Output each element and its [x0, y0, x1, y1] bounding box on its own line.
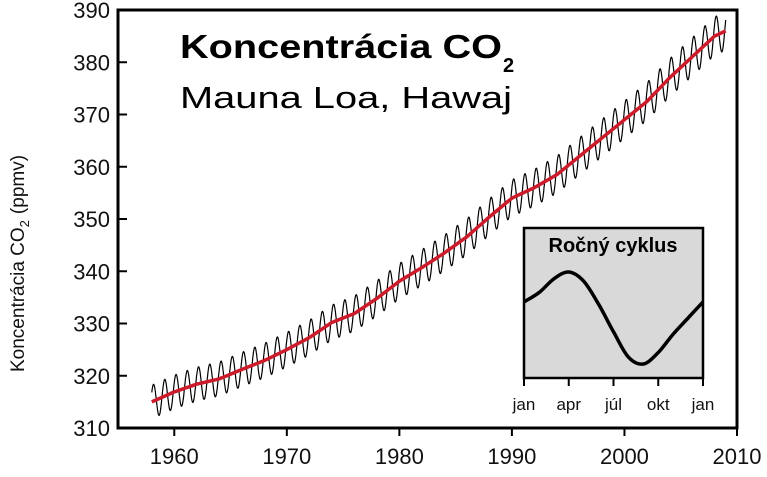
x-tick-label: 2010	[713, 444, 762, 469]
y-axis-label-subscript: 2	[17, 220, 32, 227]
inset-series-line	[523, 270, 705, 366]
y-tick-label: 330	[73, 312, 110, 337]
x-tick-label: 2000	[600, 444, 649, 469]
y-tick-label: 390	[73, 0, 110, 23]
y-tick-label: 310	[73, 416, 110, 441]
inset-title: Ročný cyklus	[549, 235, 678, 257]
series-monthly-line	[151, 15, 727, 417]
y-tick-label: 340	[73, 259, 110, 284]
y-tick-label: 350	[73, 207, 110, 232]
chart-subtitle: Mauna Loa, Hawaj	[180, 80, 512, 115]
y-tick-label: 320	[73, 364, 110, 389]
y-tick-label: 360	[73, 155, 110, 180]
x-tick-label: 1970	[262, 444, 311, 469]
inset-tick-label: júl	[604, 395, 622, 414]
x-tick-label: 1990	[487, 444, 536, 469]
inset-annual-cycle: Ročný cyklus jan apr júl okt jan	[512, 226, 715, 414]
chart-title-text: Koncentrácia CO	[180, 28, 502, 65]
x-tick-label: 1960	[150, 444, 199, 469]
series-trend-line	[151, 29, 727, 404]
chart-title-subscript: 2	[503, 55, 514, 77]
inset-tick-label: okt	[647, 395, 670, 414]
y-tick-label: 380	[73, 50, 110, 75]
inset-tick-label: jan	[512, 395, 536, 414]
inset-x-axis: jan apr júl okt jan	[512, 378, 715, 414]
y-axis: 310 320 330 340 350 360 370 380 390	[73, 0, 127, 441]
y-axis-label-text: Koncentrácia CO	[8, 227, 29, 372]
y-tick-label: 370	[73, 103, 110, 128]
y-axis-label-unit: (ppmv)	[8, 155, 29, 214]
x-tick-label: 1980	[375, 444, 424, 469]
chart-title: Koncentrácia CO	[180, 28, 502, 65]
y-axis-label: Koncentrácia CO2 (ppmv)	[8, 155, 32, 372]
x-axis: 1960 1970 1980 1990 2000 2010	[150, 428, 762, 469]
inset-tick-label: apr	[556, 395, 581, 414]
inset-tick-label: jan	[691, 395, 715, 414]
